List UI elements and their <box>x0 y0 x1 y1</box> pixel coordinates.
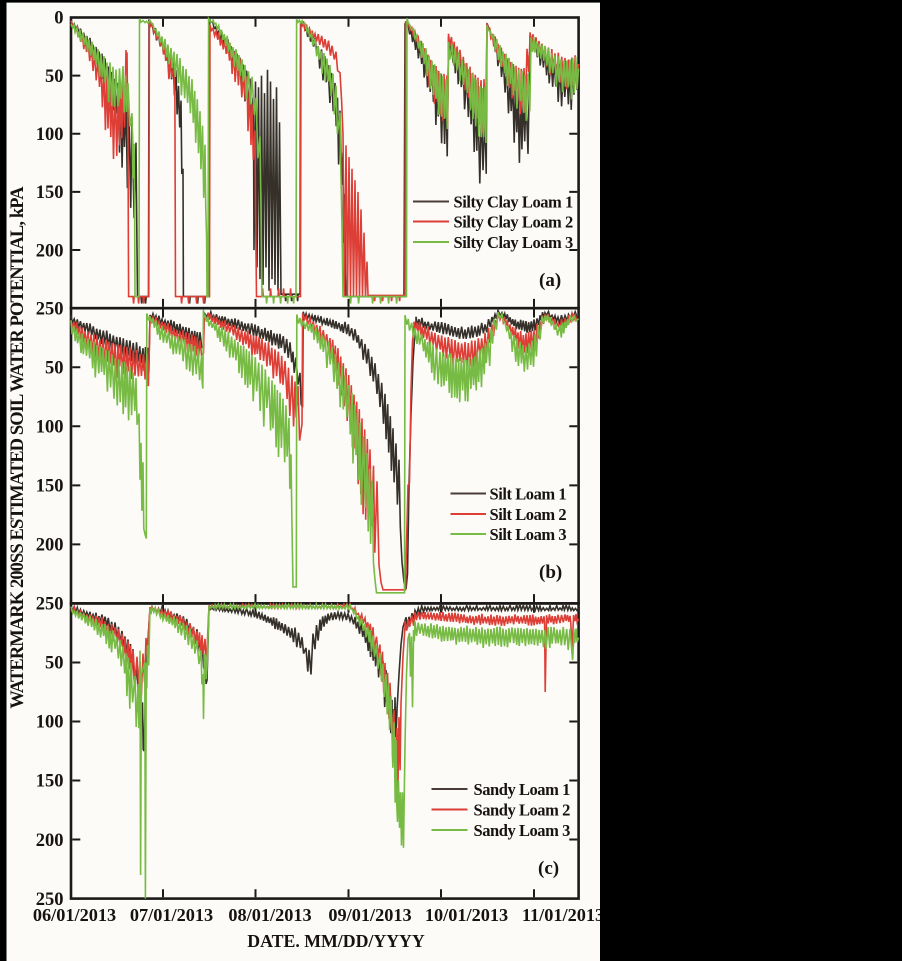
svg-text:50: 50 <box>45 358 64 378</box>
svg-text:Sandy Loam 1: Sandy Loam 1 <box>474 780 571 799</box>
svg-text:08/01/2013: 08/01/2013 <box>228 905 311 925</box>
svg-text:100: 100 <box>36 417 64 437</box>
svg-text:250: 250 <box>36 890 64 910</box>
svg-text:100: 100 <box>36 125 64 145</box>
svg-text:200: 200 <box>36 831 64 851</box>
svg-text:11/01/2013: 11/01/2013 <box>522 905 604 925</box>
svg-text:Sandy Loam 2: Sandy Loam 2 <box>474 801 571 820</box>
svg-text:150: 150 <box>36 477 64 497</box>
svg-text:09/01/2013: 09/01/2013 <box>328 905 411 925</box>
svg-text:Silty Clay Loam 3: Silty Clay Loam 3 <box>454 233 574 252</box>
svg-text:Silt Loam 3: Silt Loam 3 <box>490 525 567 544</box>
svg-text:(b): (b) <box>539 562 562 583</box>
svg-text:06/01/2013: 06/01/2013 <box>33 905 116 925</box>
svg-text:DATE. MM/DD/YYYY: DATE. MM/DD/YYYY <box>247 931 425 951</box>
svg-text:250: 250 <box>36 299 64 319</box>
svg-text:10/01/2013: 10/01/2013 <box>425 905 508 925</box>
svg-text:50: 50 <box>45 654 64 674</box>
svg-text:250: 250 <box>36 595 64 615</box>
svg-text:100: 100 <box>36 713 64 733</box>
svg-text:Silt Loam 2: Silt Loam 2 <box>490 505 567 524</box>
svg-text:200: 200 <box>36 536 64 556</box>
svg-text:(a): (a) <box>539 270 561 291</box>
svg-text:07/01/2013: 07/01/2013 <box>130 905 213 925</box>
svg-text:150: 150 <box>36 772 64 792</box>
svg-text:Silty Clay Loam 2: Silty Clay Loam 2 <box>454 213 574 232</box>
svg-text:(c): (c) <box>538 858 559 879</box>
svg-text:WATERMARK 200SS ESTIMATED SOIL: WATERMARK 200SS ESTIMATED SOIL WATER POT… <box>8 186 28 709</box>
svg-text:0: 0 <box>54 9 63 29</box>
svg-text:Sandy Loam 3: Sandy Loam 3 <box>474 821 571 840</box>
svg-text:50: 50 <box>45 67 64 87</box>
svg-text:Silt Loam 1: Silt Loam 1 <box>490 485 567 504</box>
svg-text:Silty Clay Loam 1: Silty Clay Loam 1 <box>454 193 574 212</box>
svg-text:200: 200 <box>36 241 64 261</box>
svg-text:150: 150 <box>36 183 64 203</box>
